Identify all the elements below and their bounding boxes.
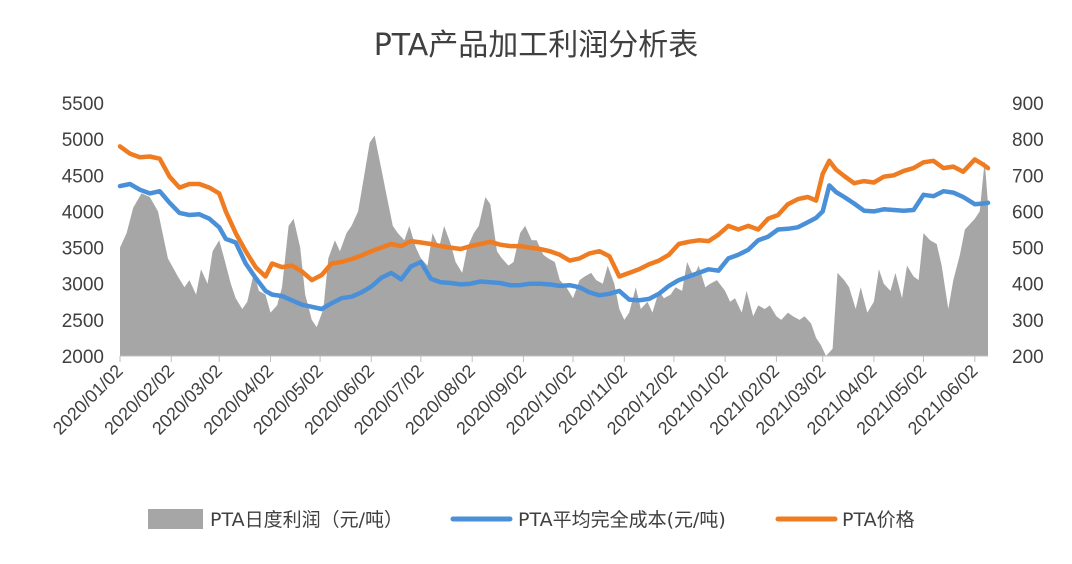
chart-title: PTA产品加工利润分析表 [374, 28, 699, 63]
right-y-tick-label: 600 [1012, 202, 1044, 223]
right-y-tick-label: 400 [1012, 275, 1044, 296]
legend-label-profit: PTA日度利润（元/吨） [210, 509, 403, 531]
right-y-tick-label: 200 [1012, 347, 1044, 368]
right-y-tick-label: 900 [1012, 94, 1044, 115]
left-y-tick-label: 2500 [62, 311, 104, 332]
right-y-tick-label: 800 [1012, 130, 1044, 151]
right-y-tick-label: 500 [1012, 239, 1044, 260]
left-y-tick-label: 3000 [62, 275, 104, 296]
right-y-tick-label: 700 [1012, 166, 1044, 187]
legend: PTA日度利润（元/吨） PTA平均完全成本(元/吨) PTA价格 [148, 509, 915, 531]
legend-label-cost: PTA平均完全成本(元/吨) [518, 509, 726, 531]
left-y-tick-label: 5500 [62, 94, 104, 115]
series-cost-line [117, 181, 991, 312]
legend-swatch-profit [148, 509, 203, 529]
right-y-axis: 200 300 400 500 600 700 800 900 [1012, 94, 1044, 368]
plot-area [117, 135, 991, 356]
left-y-tick-label: 5000 [62, 130, 104, 151]
series-price-line [117, 144, 991, 283]
right-y-tick-label: 300 [1012, 311, 1044, 332]
left-y-tick-label: 3500 [62, 239, 104, 260]
left-y-axis: 2000 2500 3000 3500 4000 4500 5000 5500 [62, 94, 104, 368]
legend-label-price: PTA价格 [842, 509, 915, 531]
left-y-tick-label: 2000 [62, 347, 104, 368]
left-y-tick-label: 4500 [62, 166, 104, 187]
left-y-tick-label: 4000 [62, 202, 104, 223]
